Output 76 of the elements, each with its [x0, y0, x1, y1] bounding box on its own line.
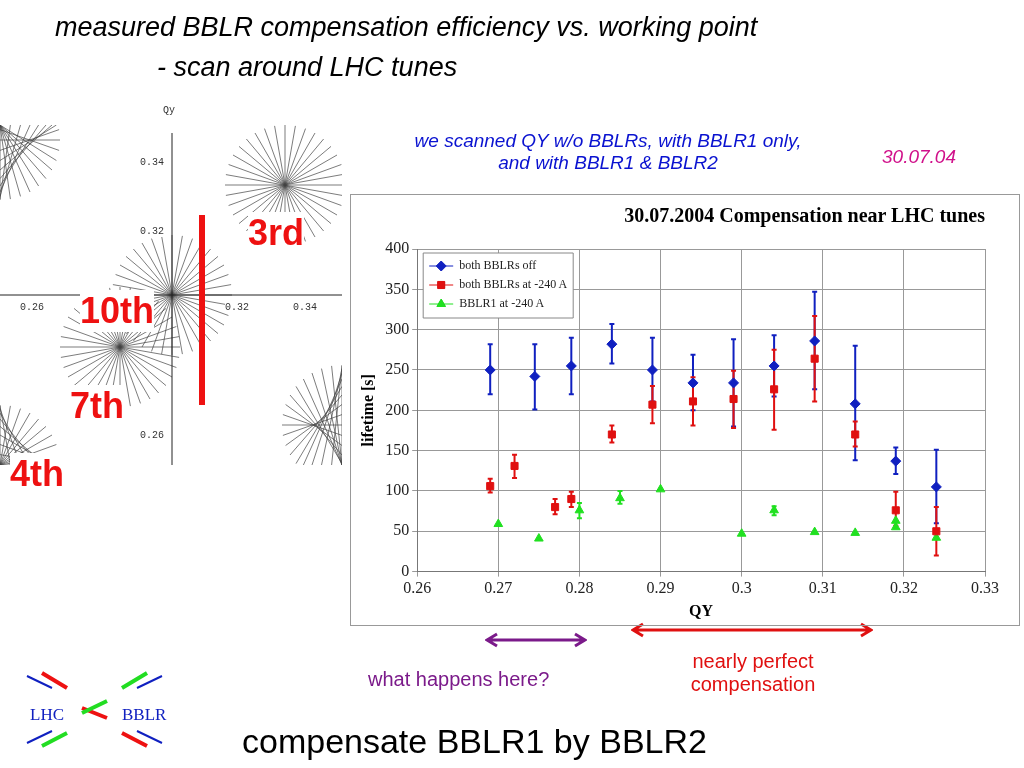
y-tick-label: 300	[385, 319, 410, 337]
text: measured BBLR compensation efficiency vs. working point	[55, 12, 758, 43]
x-tick-label: 0.32	[889, 579, 918, 597]
x-tick-label: 0.28	[565, 579, 594, 597]
point	[551, 503, 560, 512]
point	[849, 398, 861, 410]
point	[529, 370, 541, 382]
point	[510, 461, 519, 470]
point	[736, 528, 747, 537]
point	[574, 504, 585, 514]
x-tick-label: 0.27	[484, 579, 513, 597]
point	[565, 360, 577, 372]
text: BBLR	[122, 705, 167, 725]
point	[493, 518, 504, 528]
y-tick-label: 100	[385, 481, 410, 499]
text: Qy	[163, 105, 176, 116]
text: 7th	[70, 385, 124, 427]
text: 0.34	[140, 157, 165, 168]
point	[655, 483, 666, 493]
point	[687, 377, 699, 389]
text: LHC	[30, 705, 64, 725]
text: we scanned QY w/o BBLRs, with BBLR1 only, and with BBLR1 & BBLR2	[413, 130, 803, 174]
point	[567, 494, 576, 504]
text: 0.32	[225, 302, 250, 313]
text: 10th	[80, 290, 155, 332]
y-tick-label: 50	[393, 521, 410, 539]
x-tick-label: 0.33	[971, 579, 999, 597]
point	[850, 527, 861, 536]
text: what happens here?	[368, 668, 550, 691]
y-axis-title: lifetime [s]	[358, 374, 376, 447]
point	[768, 360, 780, 372]
point	[809, 335, 821, 347]
text: 0.26	[140, 430, 165, 441]
point	[486, 482, 495, 491]
legend-label: BBLR1 at -240 A	[459, 296, 545, 311]
chart-title: 30.07.2004 Compensation near LHC tunes	[624, 204, 986, 228]
text: 0.26	[20, 302, 45, 313]
text: nearly perfect compensation	[689, 650, 817, 696]
point	[534, 533, 544, 542]
y-tick-label: 400	[385, 239, 410, 257]
x-axis-title: QY	[689, 601, 714, 619]
text: 3rd	[248, 212, 305, 254]
text: 0.32	[140, 226, 165, 237]
point	[810, 354, 819, 363]
x-tick-label: 0.31	[808, 579, 837, 597]
legend-label: both BBLRs off	[459, 258, 537, 273]
point	[930, 481, 942, 493]
y-tick-label: 350	[385, 279, 410, 297]
point	[890, 455, 902, 467]
point	[770, 385, 779, 394]
point	[728, 377, 740, 389]
point	[606, 338, 618, 350]
point	[648, 400, 657, 409]
text: 0.34	[293, 302, 318, 313]
legend-label: both BBLRs at -240 A	[459, 277, 568, 292]
text: - scan around LHC tunes	[157, 52, 458, 83]
point	[809, 526, 820, 536]
y-tick-label: 0	[401, 561, 410, 579]
point	[851, 430, 860, 439]
x-tick-label: 0.29	[646, 579, 675, 597]
text: 4th	[10, 453, 64, 495]
text: compensate BBLR1 by BBLR2	[242, 722, 707, 761]
y-tick-label: 250	[385, 360, 410, 378]
point	[890, 515, 901, 524]
point	[607, 430, 616, 439]
point	[729, 394, 738, 404]
x-tick-label: 0.3	[731, 579, 752, 597]
point	[484, 364, 496, 376]
x-tick-label: 0.26	[403, 579, 432, 597]
y-tick-label: 200	[385, 400, 410, 418]
y-tick-label: 150	[385, 440, 410, 458]
point	[891, 506, 900, 515]
point	[646, 364, 658, 376]
point	[688, 397, 698, 406]
text: 30.07.04	[882, 146, 956, 168]
point	[932, 527, 941, 536]
